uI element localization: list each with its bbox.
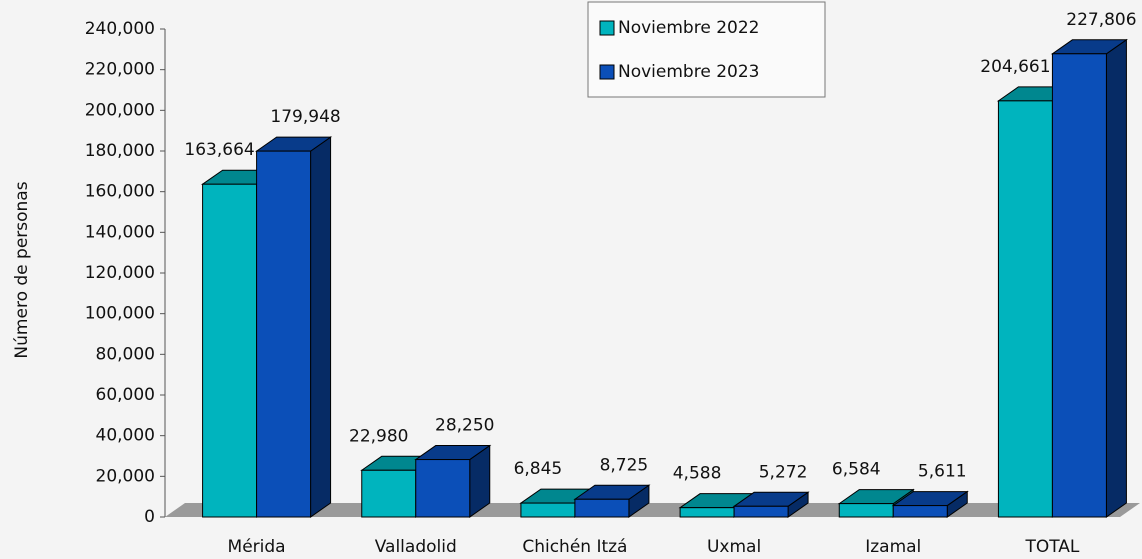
legend-swatch: [599, 64, 615, 80]
legend-label: Noviembre 2023: [618, 62, 759, 82]
value-label: 5,272: [759, 462, 808, 482]
value-label: 22,980: [349, 426, 408, 446]
x-tick-label: Mérida: [228, 537, 286, 557]
y-tick-label: 60,000: [96, 385, 155, 405]
bar: [256, 150, 312, 518]
y-tick-label: 200,000: [85, 100, 155, 120]
legend-label: Noviembre 2022: [618, 18, 759, 38]
value-label: 179,948: [270, 107, 340, 127]
bar-side: [310, 136, 332, 518]
y-tick-label: 20,000: [96, 466, 155, 486]
y-tick-label: 220,000: [85, 60, 155, 80]
bar: [838, 503, 894, 518]
bar: [574, 498, 630, 518]
value-label: 163,664: [184, 140, 254, 160]
bar: [202, 183, 258, 518]
y-tick-label: 160,000: [85, 182, 155, 202]
legend-box: [587, 1, 826, 98]
bar: [733, 505, 789, 518]
value-label: 4,588: [673, 464, 722, 484]
y-tick-label: 240,000: [85, 19, 155, 39]
bar: [679, 507, 735, 518]
value-label: 5,611: [918, 462, 967, 482]
y-tick-label: 120,000: [85, 263, 155, 283]
bar-side: [1105, 38, 1127, 518]
bar: [415, 459, 471, 518]
bar: [361, 469, 417, 518]
y-tick-label: 100,000: [85, 304, 155, 324]
value-label: 227,806: [1066, 10, 1136, 30]
value-label: 28,250: [435, 416, 494, 436]
bar: [997, 100, 1053, 518]
value-label: 204,661: [980, 57, 1050, 77]
y-tick-label: 80,000: [96, 344, 155, 364]
x-tick-label: Chichén Itzá: [522, 537, 627, 557]
value-label: 8,725: [600, 455, 649, 475]
bar: [520, 502, 576, 518]
y-tick-label: 180,000: [85, 141, 155, 161]
value-label: 6,584: [832, 460, 881, 480]
y-tick-label: 0: [144, 507, 155, 527]
y-tick-label: 40,000: [96, 426, 155, 446]
y-tick-label: 140,000: [85, 222, 155, 242]
value-label: 6,845: [514, 459, 563, 479]
x-tick-label: Valladolid: [375, 537, 457, 557]
legend-swatch: [599, 20, 615, 36]
bar: [892, 505, 948, 518]
y-axis-label: Número de personas: [12, 181, 32, 358]
x-tick-label: Uxmal: [707, 537, 761, 557]
x-tick-label: Izamal: [865, 537, 921, 557]
bar: [1051, 53, 1107, 518]
x-tick-label: TOTAL: [1024, 537, 1079, 557]
